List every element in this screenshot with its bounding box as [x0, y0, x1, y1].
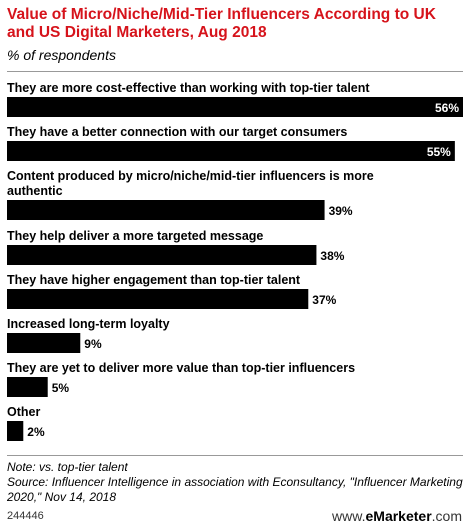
bar-group: Content produced by micro/niche/mid-tier…: [7, 169, 374, 220]
bar-group: They help deliver a more targeted messag…: [7, 229, 345, 265]
category-label: Other: [7, 405, 40, 419]
value-label: 37%: [312, 293, 336, 307]
brand-www: www.: [332, 508, 366, 524]
category-label: They are yet to deliver more value than …: [7, 361, 355, 375]
brand-logo[interactable]: www.eMarketer.com: [332, 508, 462, 524]
chart-footnote: Note: vs. top-tier talent Source: Influe…: [7, 460, 463, 505]
value-label: 2%: [27, 425, 45, 439]
bar-group: Increased long-term loyalty 9%: [7, 317, 170, 353]
value-label: 56%: [435, 101, 459, 115]
bar: [7, 200, 325, 220]
bar-chart: They are more cost-effective than workin…: [7, 81, 463, 441]
category-label: Content produced by micro/niche/mid-tier…: [7, 169, 374, 198]
value-label: 38%: [320, 249, 344, 263]
bar: [7, 289, 309, 309]
value-label: 5%: [52, 381, 70, 395]
bar: [7, 377, 48, 397]
bar-group: They are more cost-effective than workin…: [7, 81, 463, 117]
value-label: 9%: [84, 337, 102, 351]
bar-group: Other 2%: [7, 405, 45, 441]
value-label: 39%: [329, 204, 353, 218]
chart-subtitle: % of respondents: [7, 47, 116, 63]
bar: [7, 97, 463, 117]
bar-group: They have a better connection with our t…: [7, 125, 455, 161]
category-label: They have higher engagement than top-tie…: [7, 273, 301, 287]
source-text: Source: Influencer Intelligence in assoc…: [7, 475, 463, 504]
bar: [7, 421, 24, 441]
value-label: 55%: [427, 145, 451, 159]
bar: [7, 141, 455, 161]
bar: [7, 333, 81, 353]
category-label: They have a better connection with our t…: [7, 125, 347, 139]
note-text: Note: vs. top-tier talent: [7, 460, 128, 474]
bar-group: They have higher engagement than top-tie…: [7, 273, 337, 309]
chart-id: 244446: [7, 510, 44, 522]
category-label: They are more cost-effective than workin…: [7, 81, 370, 95]
brand-tld: .com: [431, 508, 462, 524]
header-divider: [7, 71, 463, 72]
category-label: Increased long-term loyalty: [7, 317, 170, 331]
brand-name: eMarketer: [365, 508, 432, 524]
category-label: They help deliver a more targeted messag…: [7, 229, 263, 243]
bar: [7, 245, 317, 265]
chart-title: Value of Micro/Niche/Mid-Tier Influencer…: [7, 6, 436, 41]
bar-group: They are yet to deliver more value than …: [7, 361, 355, 397]
footer-divider: [7, 455, 463, 456]
